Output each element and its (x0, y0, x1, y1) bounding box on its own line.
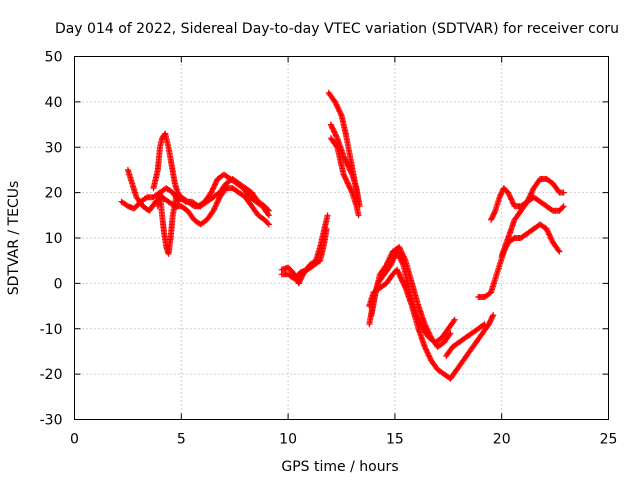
x-tick-label: 10 (279, 432, 297, 448)
y-tick-label: 50 (45, 50, 63, 66)
x-axis-label: GPS time / hours (281, 459, 398, 475)
y-tick-label: -30 (40, 413, 63, 429)
series-track-m (443, 321, 488, 359)
data-point (214, 198, 221, 205)
data-point (480, 322, 487, 329)
data-point (548, 235, 554, 242)
data-point (446, 331, 453, 338)
series-track-k (368, 244, 454, 350)
data-point (425, 329, 432, 336)
y-tick-label: -10 (40, 322, 63, 338)
y-tick-label: 40 (45, 95, 63, 111)
y-tick-label: 20 (45, 186, 63, 202)
data-point (264, 220, 271, 227)
data-point (546, 231, 553, 238)
data-point (555, 247, 562, 254)
data-point (447, 330, 454, 337)
x-tick-label: 0 (70, 432, 79, 448)
x-tick-label: 5 (177, 432, 186, 448)
data-point (505, 191, 512, 197)
x-tick-label: 15 (386, 432, 404, 448)
series-track-l (366, 266, 497, 382)
y-tick-label: 30 (45, 140, 63, 156)
data-point (332, 132, 339, 139)
y-tick-label: 0 (54, 276, 63, 292)
data-point (450, 318, 457, 324)
data-point (490, 312, 497, 319)
data-point (355, 212, 362, 219)
data-point (324, 212, 331, 219)
y-axis-label: SDTVAR / TECUs (6, 181, 22, 296)
data-point (422, 345, 429, 352)
chart-title: Day 014 of 2022, Sidereal Day-to-day VTE… (55, 21, 619, 37)
data-point (560, 189, 567, 196)
data-point (337, 109, 344, 116)
x-tick-label: 25 (600, 432, 618, 448)
data-point (481, 321, 488, 328)
series-track-b (124, 166, 272, 228)
data-point (323, 225, 330, 232)
data-point (425, 352, 432, 359)
data-point (213, 178, 220, 185)
data-point (489, 313, 496, 320)
axes: 0 5 10 15 20 25 -30 -20 -10 0 10 20 30 40 50 (40, 50, 618, 448)
data-point (423, 348, 430, 354)
data-point (556, 248, 563, 255)
series-track-d (154, 176, 272, 257)
series-track-f (278, 225, 330, 282)
data-point (327, 121, 334, 128)
series-track-p (498, 176, 567, 260)
data-point (560, 203, 567, 210)
y-tick-label: -20 (40, 367, 63, 383)
data-point (509, 199, 516, 206)
data-point (333, 143, 340, 149)
x-tick-label: 20 (493, 432, 511, 448)
data-point (559, 204, 566, 211)
data-point (331, 128, 337, 135)
data-point (265, 207, 272, 214)
data-point (265, 221, 272, 228)
data-point (210, 185, 217, 192)
series-track-n (475, 221, 563, 300)
data-point (264, 206, 271, 213)
data-point (526, 194, 533, 201)
series-track-j (366, 248, 458, 346)
data-point (451, 316, 458, 323)
data-points (118, 89, 567, 382)
y-tick-label: 10 (45, 231, 63, 247)
series-track-i (327, 135, 362, 219)
data-point (422, 322, 429, 329)
data-point (334, 103, 340, 109)
